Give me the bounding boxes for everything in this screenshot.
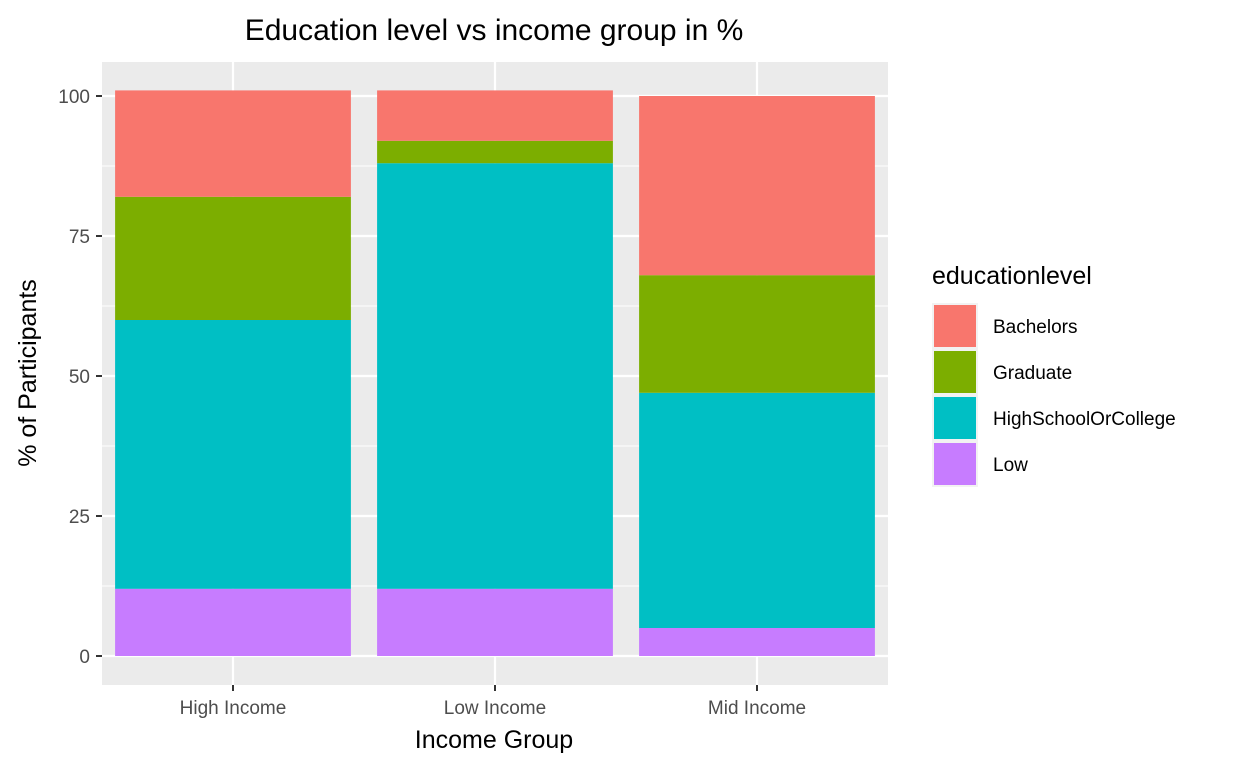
chart-title: Education level vs income group in % — [245, 14, 744, 47]
y-tick-label: 0 — [79, 647, 90, 668]
bar-segment — [639, 275, 875, 393]
x-axis-title: Income Group — [415, 726, 573, 754]
legend-swatch — [934, 397, 976, 439]
y-tick-label: 75 — [69, 227, 90, 248]
legend-label: Low — [993, 455, 1028, 476]
bar-segment — [377, 163, 613, 589]
x-tick-label: Mid Income — [708, 698, 806, 719]
y-tick-label: 100 — [58, 87, 90, 108]
bar-segment — [377, 140, 613, 164]
legend-label: HighSchoolOrCollege — [993, 409, 1176, 430]
bars — [115, 90, 875, 656]
legend-swatch — [934, 443, 976, 485]
x-axis: High Income Low Income Mid Income — [180, 685, 806, 719]
legend: educationlevel Bachelors Graduate HighScho… — [932, 262, 1176, 487]
bar-segment — [377, 588, 613, 656]
x-tick-label: Low Income — [444, 698, 546, 719]
bar-segment — [115, 588, 351, 656]
legend-title: educationlevel — [932, 262, 1092, 290]
bar-segment — [115, 320, 351, 589]
legend-swatch — [934, 351, 976, 393]
y-axis: 0 25 50 75 100 — [58, 87, 102, 668]
y-tick-label: 25 — [69, 507, 90, 528]
bar-segment — [115, 196, 351, 320]
bar-segment — [115, 90, 351, 197]
x-tick-label: High Income — [180, 698, 287, 719]
y-tick-label: 50 — [69, 367, 90, 388]
bar-segment — [639, 628, 875, 656]
legend-label: Bachelors — [993, 317, 1078, 338]
legend-label: Graduate — [993, 363, 1072, 384]
bar-segment — [639, 96, 875, 276]
legend-items: Bachelors Graduate HighSchoolOrCollege Low — [932, 303, 1176, 487]
bar-segment — [639, 392, 875, 628]
y-axis-title: % of Participants — [14, 279, 42, 467]
bar-segment — [377, 90, 613, 141]
legend-swatch — [934, 305, 976, 347]
